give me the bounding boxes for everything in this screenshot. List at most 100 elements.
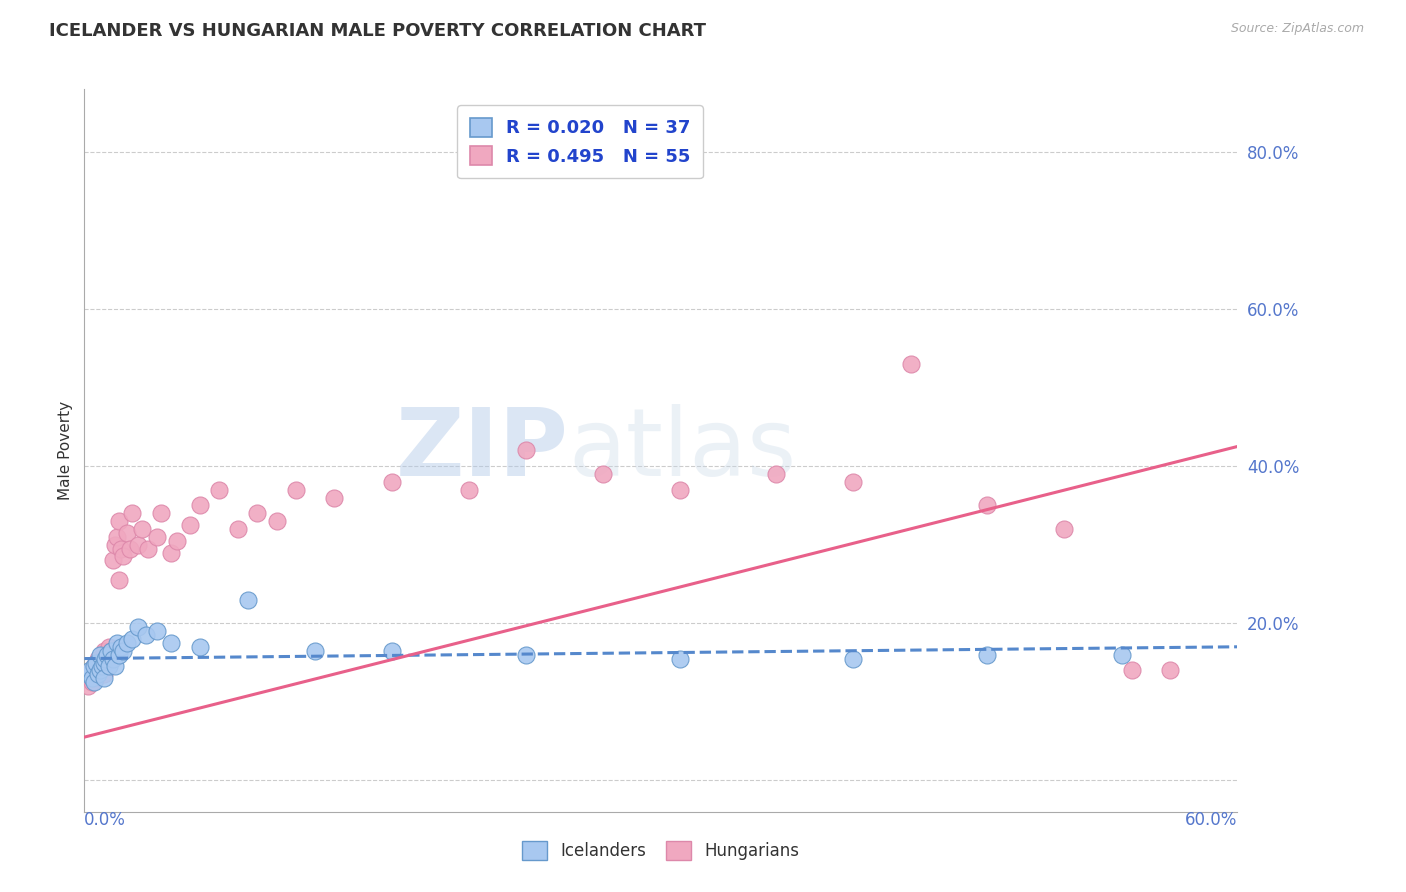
Point bbox=[179, 518, 201, 533]
Point bbox=[669, 651, 692, 665]
Point bbox=[100, 644, 122, 658]
Point bbox=[84, 656, 107, 670]
Point bbox=[87, 651, 110, 665]
Point bbox=[1111, 648, 1133, 662]
Point bbox=[188, 640, 211, 654]
Point bbox=[135, 628, 157, 642]
Point bbox=[93, 656, 115, 670]
Point bbox=[208, 483, 231, 497]
Point bbox=[842, 475, 865, 489]
Point bbox=[115, 636, 138, 650]
Point bbox=[103, 651, 124, 665]
Point bbox=[83, 675, 105, 690]
Point bbox=[304, 644, 326, 658]
Point bbox=[121, 632, 143, 646]
Point bbox=[87, 664, 110, 678]
Point bbox=[96, 648, 118, 662]
Point bbox=[104, 538, 127, 552]
Point bbox=[146, 624, 169, 639]
Point bbox=[98, 651, 121, 665]
Point bbox=[75, 671, 97, 685]
Text: 0.0%: 0.0% bbox=[84, 811, 127, 829]
Point bbox=[103, 553, 124, 567]
Point bbox=[515, 648, 537, 662]
Point bbox=[121, 506, 143, 520]
Point bbox=[79, 667, 101, 681]
Point bbox=[166, 533, 188, 548]
Point bbox=[900, 357, 922, 371]
Point bbox=[127, 538, 149, 552]
Point bbox=[188, 499, 211, 513]
Point bbox=[98, 640, 121, 654]
Point bbox=[592, 467, 614, 481]
Point bbox=[976, 648, 998, 662]
Point bbox=[80, 671, 103, 685]
Point bbox=[115, 525, 138, 540]
Point bbox=[226, 522, 249, 536]
Point bbox=[105, 530, 128, 544]
Point bbox=[669, 483, 692, 497]
Point bbox=[976, 499, 998, 513]
Point bbox=[96, 648, 118, 662]
Text: ICELANDER VS HUNGARIAN MALE POVERTY CORRELATION CHART: ICELANDER VS HUNGARIAN MALE POVERTY CORR… bbox=[49, 22, 706, 40]
Text: Source: ZipAtlas.com: Source: ZipAtlas.com bbox=[1230, 22, 1364, 36]
Point bbox=[131, 522, 153, 536]
Point bbox=[111, 549, 134, 564]
Point bbox=[765, 467, 787, 481]
Point bbox=[84, 671, 107, 685]
Point bbox=[120, 541, 142, 556]
Point bbox=[1053, 522, 1076, 536]
Point bbox=[93, 671, 115, 685]
Point bbox=[236, 592, 259, 607]
Point bbox=[457, 483, 479, 497]
Point bbox=[89, 659, 111, 673]
Point bbox=[93, 644, 115, 658]
Point bbox=[842, 651, 865, 665]
Point bbox=[104, 659, 127, 673]
Point bbox=[105, 636, 128, 650]
Point bbox=[146, 530, 169, 544]
Point bbox=[108, 648, 131, 662]
Point bbox=[136, 541, 159, 556]
Point bbox=[90, 656, 112, 670]
Point bbox=[266, 514, 288, 528]
Point bbox=[246, 506, 269, 520]
Text: atlas: atlas bbox=[568, 404, 797, 497]
Point bbox=[160, 636, 183, 650]
Point bbox=[1159, 664, 1181, 678]
Point bbox=[1121, 664, 1143, 678]
Point bbox=[80, 675, 103, 690]
Point bbox=[150, 506, 173, 520]
Point bbox=[80, 664, 103, 678]
Point bbox=[100, 644, 122, 658]
Point bbox=[515, 443, 537, 458]
Point bbox=[79, 664, 101, 678]
Point bbox=[381, 644, 404, 658]
Point bbox=[98, 659, 121, 673]
Point bbox=[89, 664, 111, 678]
Point bbox=[110, 640, 132, 654]
Text: ZIP: ZIP bbox=[395, 404, 568, 497]
Point bbox=[160, 545, 183, 559]
Point bbox=[77, 667, 100, 681]
Point bbox=[89, 648, 111, 662]
Point bbox=[111, 644, 134, 658]
Point bbox=[108, 514, 131, 528]
Point bbox=[93, 667, 115, 681]
Point bbox=[284, 483, 307, 497]
Legend: Icelanders, Hungarians: Icelanders, Hungarians bbox=[513, 833, 808, 869]
Point bbox=[94, 651, 117, 665]
Point bbox=[83, 659, 105, 673]
Point bbox=[94, 651, 117, 665]
Point bbox=[77, 679, 100, 693]
Point bbox=[87, 667, 110, 681]
Point bbox=[381, 475, 404, 489]
Point bbox=[83, 659, 105, 673]
Point bbox=[323, 491, 346, 505]
Y-axis label: Male Poverty: Male Poverty bbox=[58, 401, 73, 500]
Point bbox=[127, 620, 149, 634]
Point bbox=[90, 659, 112, 673]
Point bbox=[108, 573, 131, 587]
Text: 60.0%: 60.0% bbox=[1185, 811, 1237, 829]
Point bbox=[110, 541, 132, 556]
